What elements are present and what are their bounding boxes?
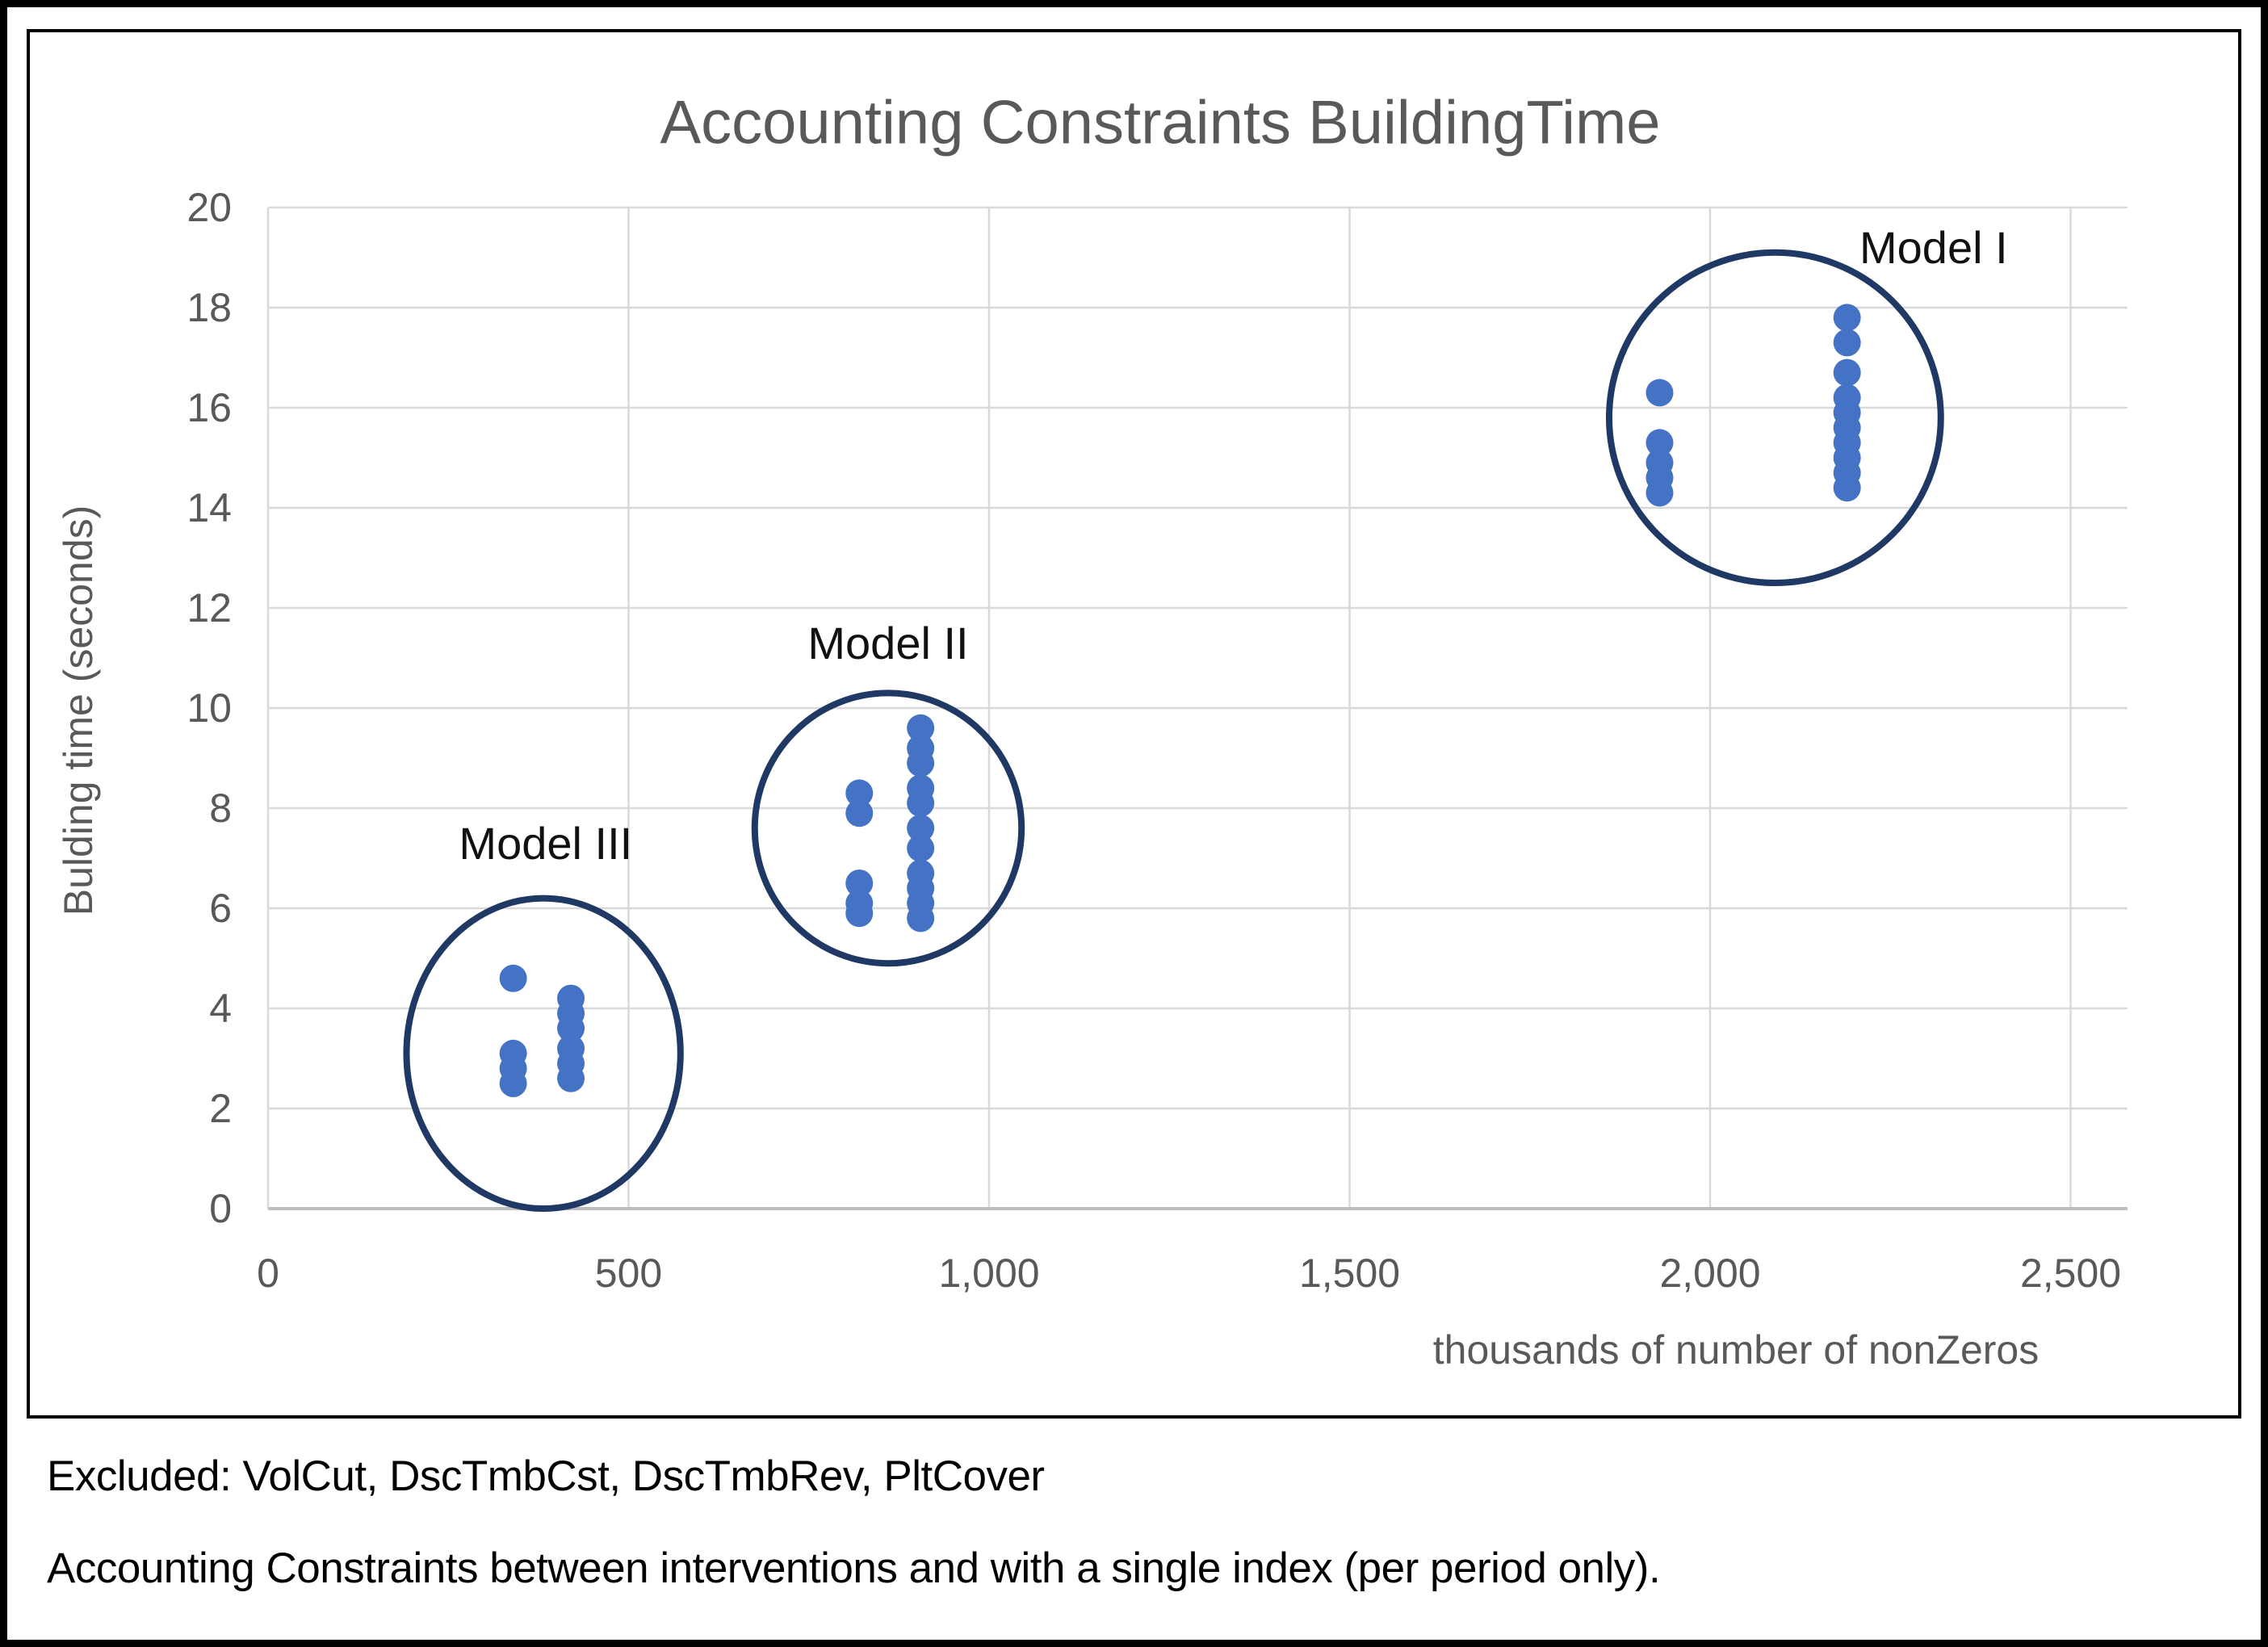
y-tick-label-4: 4 [209,986,232,1031]
data-point-model-i-7 [1833,358,1861,387]
data-point-model-iii-9 [557,1064,585,1092]
data-point-model-ii-2 [845,870,874,897]
x-tick-label-1000: 1,000 [938,1251,1039,1296]
data-point-model-ii-9 [907,789,935,817]
data-point-model-ii-1 [845,799,874,828]
cluster-label-model-i: Model I [1859,222,2008,273]
y-axis-title: Bulding time (seconds) [56,505,101,916]
cluster-circle-model-i [1605,249,1944,586]
chart-title: Accounting Constraints BuildingTime [660,89,1660,157]
x-tick-label-2500: 2,500 [2020,1251,2121,1296]
cluster-circle-model-ii [751,689,1025,967]
data-point-model-ii-7 [907,749,935,777]
cluster-label-model-iii: Model III [459,818,632,869]
y-tick-label-14: 14 [187,485,232,530]
chart-area: Model I Model II Model III 0 2 4 6 8 10 12 14 16 18 2… [27,29,2241,1419]
y-tick-label-6: 6 [209,886,232,931]
y-tick-label-20: 20 [187,185,232,230]
x-tick-label-1500: 1,500 [1299,1251,1400,1296]
data-point-model-i-5 [1833,304,1861,332]
cluster-circle-model-iii [403,895,684,1213]
data-point-model-ii-0 [845,779,874,807]
y-tick-label-16: 16 [187,385,232,430]
y-tick-label-18: 18 [187,285,232,330]
scatter-chart: Model I Model II Model III 0 2 4 6 8 10 12 14 16 18 2… [56,89,2128,1372]
y-tick-label-2: 2 [209,1086,232,1131]
x-axis-title: thousands of number of nonZeros [1433,1327,2039,1372]
y-tick-label-10: 10 [187,685,232,731]
data-point-model-ii-10 [907,814,935,842]
data-point-model-ii-11 [907,834,935,862]
data-point-model-ii-15 [907,904,935,932]
data-point-model-iii-6 [557,1014,585,1042]
data-point-model-i-1 [1645,429,1674,457]
y-tick-label-0: 0 [209,1186,232,1231]
data-point-model-i-14 [1833,474,1861,502]
x-tick-label-0: 0 [257,1251,279,1296]
data-point-model-i-6 [1833,329,1861,357]
x-tick-label-2000: 2,000 [1659,1251,1760,1296]
data-point-model-iii-0 [499,964,527,992]
y-tick-label-12: 12 [187,585,232,631]
data-point-model-i-0 [1645,379,1674,407]
data-point-model-ii-4 [845,899,874,928]
data-point-model-i-4 [1645,479,1674,507]
footnote-excluded: Excluded: VolCut, DscTmbCst, DscTmbRev, … [47,1452,1045,1500]
cluster-label-model-ii: Model II [807,618,968,668]
footnote-description: Accounting Constraints between intervent… [47,1544,1661,1592]
data-point-model-iii-3 [499,1070,527,1097]
y-tick-label-8: 8 [209,786,232,831]
x-tick-label-500: 500 [595,1251,662,1296]
data-point-model-ii-5 [907,714,935,742]
